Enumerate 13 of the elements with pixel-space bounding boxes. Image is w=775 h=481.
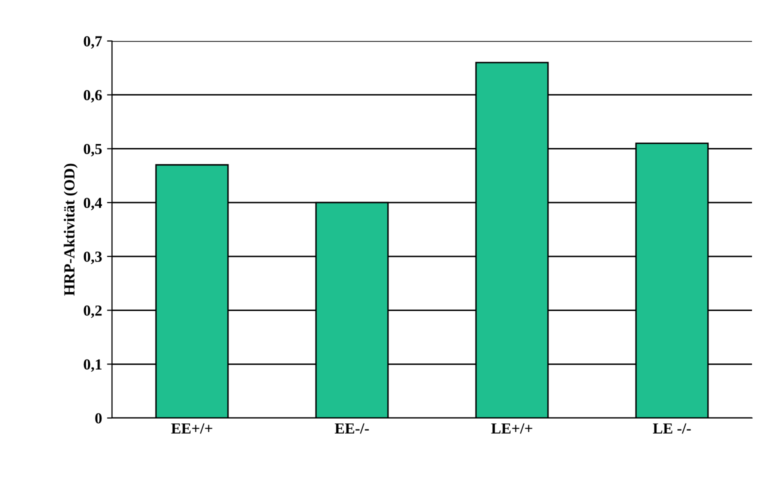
x-tick-label: LE -/- [652,423,691,434]
x-tick-label: LE+/+ [491,423,532,434]
y-tick-label: 0,3 [84,252,102,264]
y-tick-label: 0,4 [84,198,102,210]
y-tick-label: 0,5 [84,144,102,156]
x-tick-label: EE+/+ [171,423,212,434]
y-tick-label: 0,1 [84,359,102,372]
y-axis-title: HRP-Aktivität (OD) [64,164,78,296]
y-tick-label: 0 [95,413,102,424]
y-tick-label: 0,2 [84,305,102,318]
y-tick-label: 0,6 [84,90,102,103]
y-tick-label: 0,7 [84,36,102,49]
x-tick-label: EE-/- [334,423,369,434]
